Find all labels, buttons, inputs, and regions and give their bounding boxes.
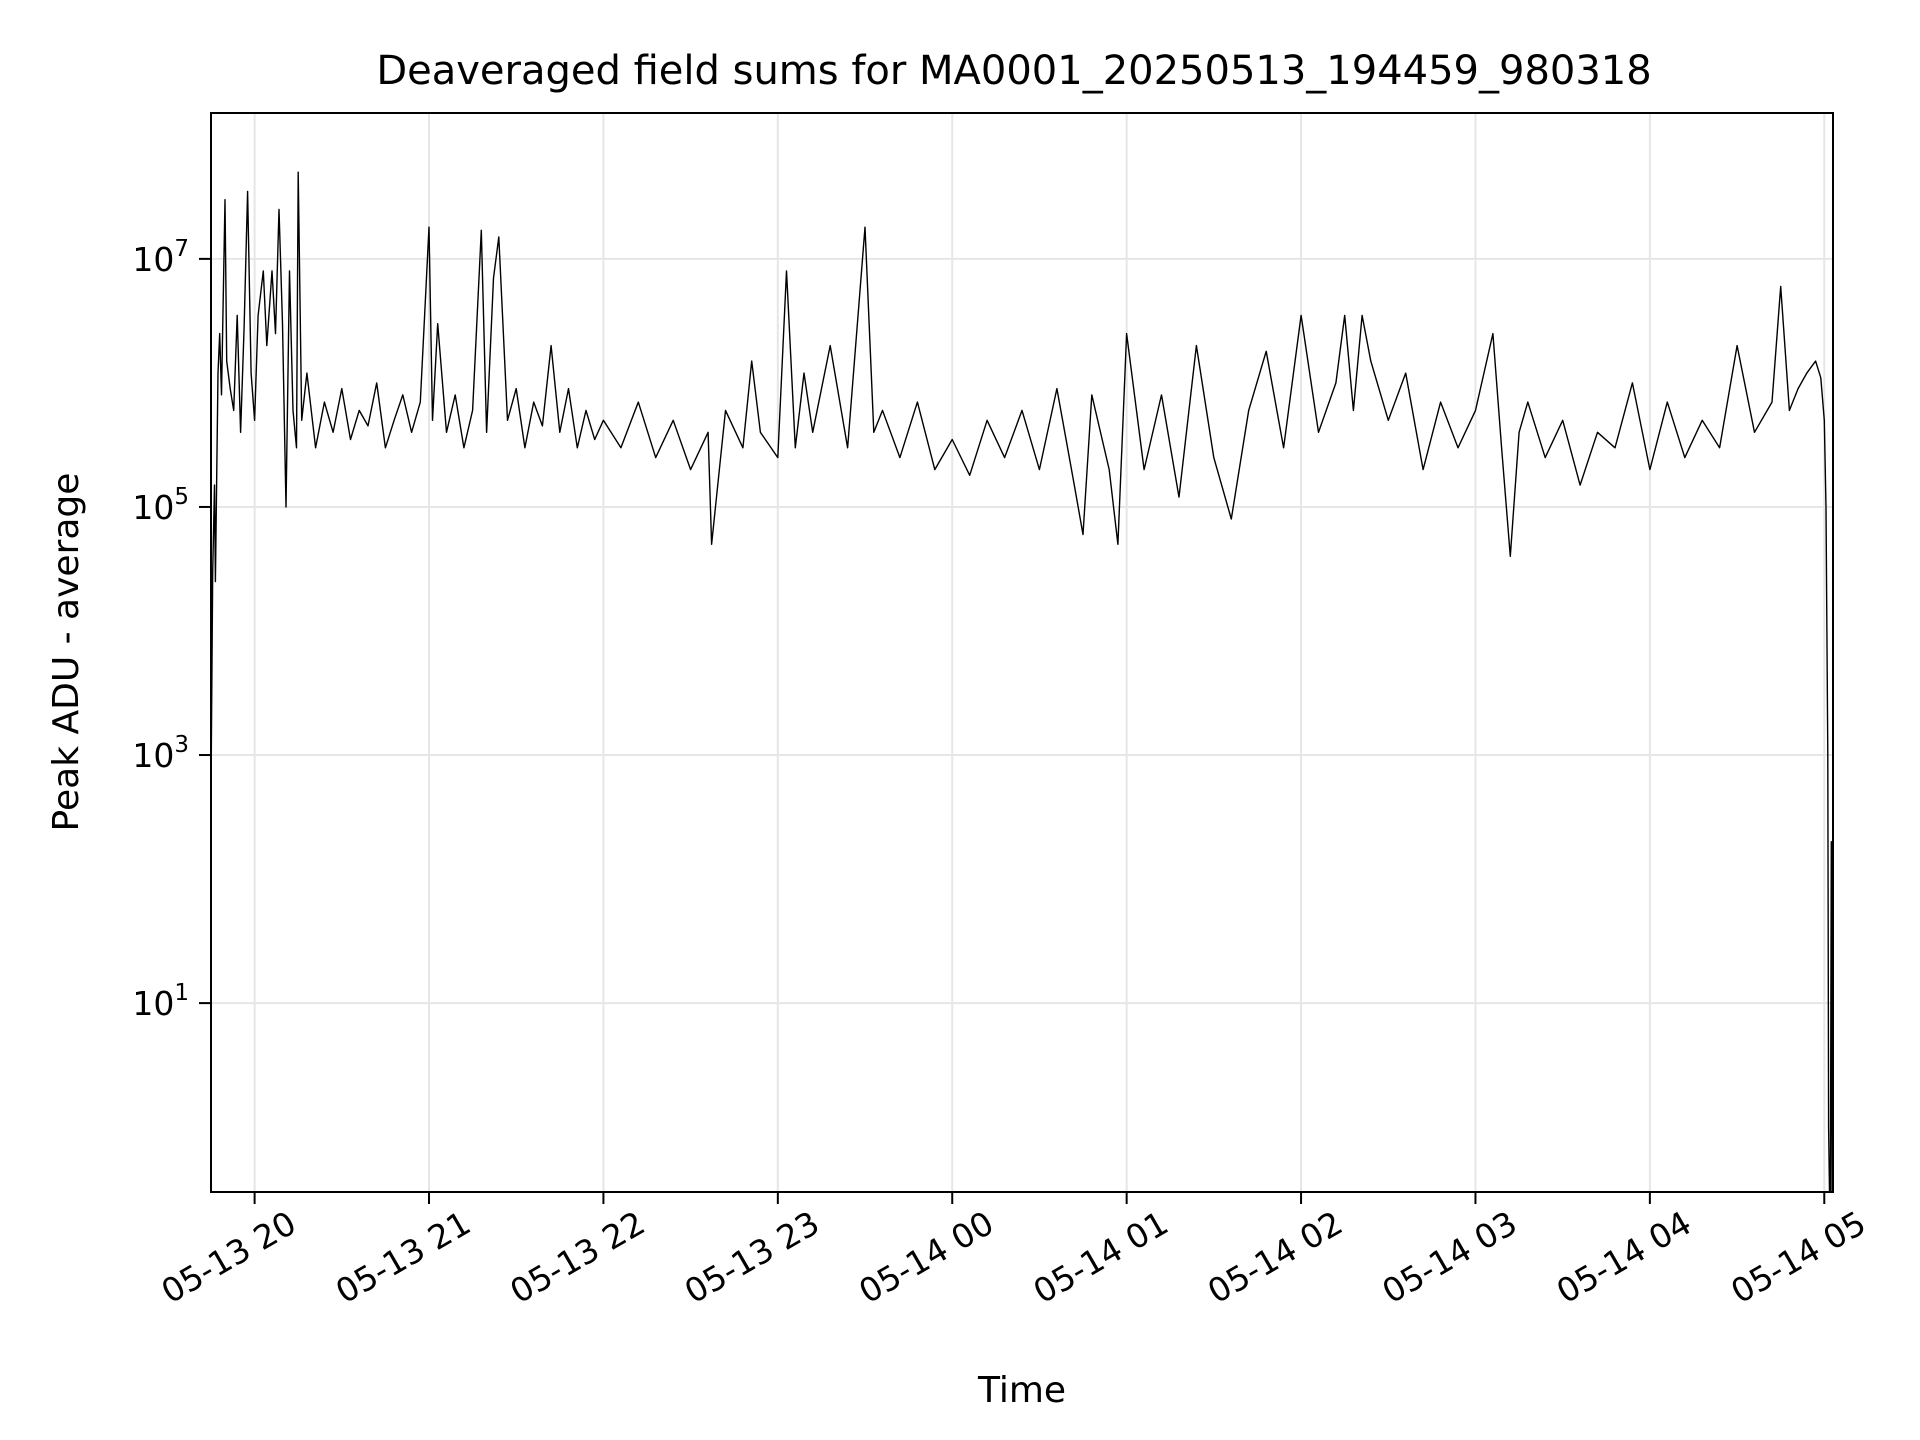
chart-title: Deaveraged field sums for MA0001_2025051… (376, 48, 1651, 94)
y-tick-exponent: 7 (174, 236, 189, 262)
y-tick-base: 10 (132, 240, 174, 279)
y-tick-base: 10 (132, 736, 174, 775)
plot-frame (210, 112, 1834, 1193)
y-tick-label: 107 (132, 236, 189, 279)
grid (211, 113, 1833, 1192)
y-tick-label: 103 (132, 732, 189, 775)
y-tick-exponent: 3 (174, 732, 189, 758)
data-series (210, 171, 1833, 1193)
y-tick-label: 105 (132, 484, 189, 527)
y-axis-label: Peak ADU - average (46, 473, 87, 832)
y-tick-base: 10 (132, 984, 174, 1023)
y-tick-label: 101 (132, 980, 189, 1023)
y-tick-exponent: 5 (174, 484, 189, 510)
x-axis-label: Time (977, 1370, 1066, 1411)
y-tick-exponent: 1 (174, 980, 189, 1006)
series-line (210, 171, 1833, 1193)
y-tick-base: 10 (132, 488, 174, 527)
